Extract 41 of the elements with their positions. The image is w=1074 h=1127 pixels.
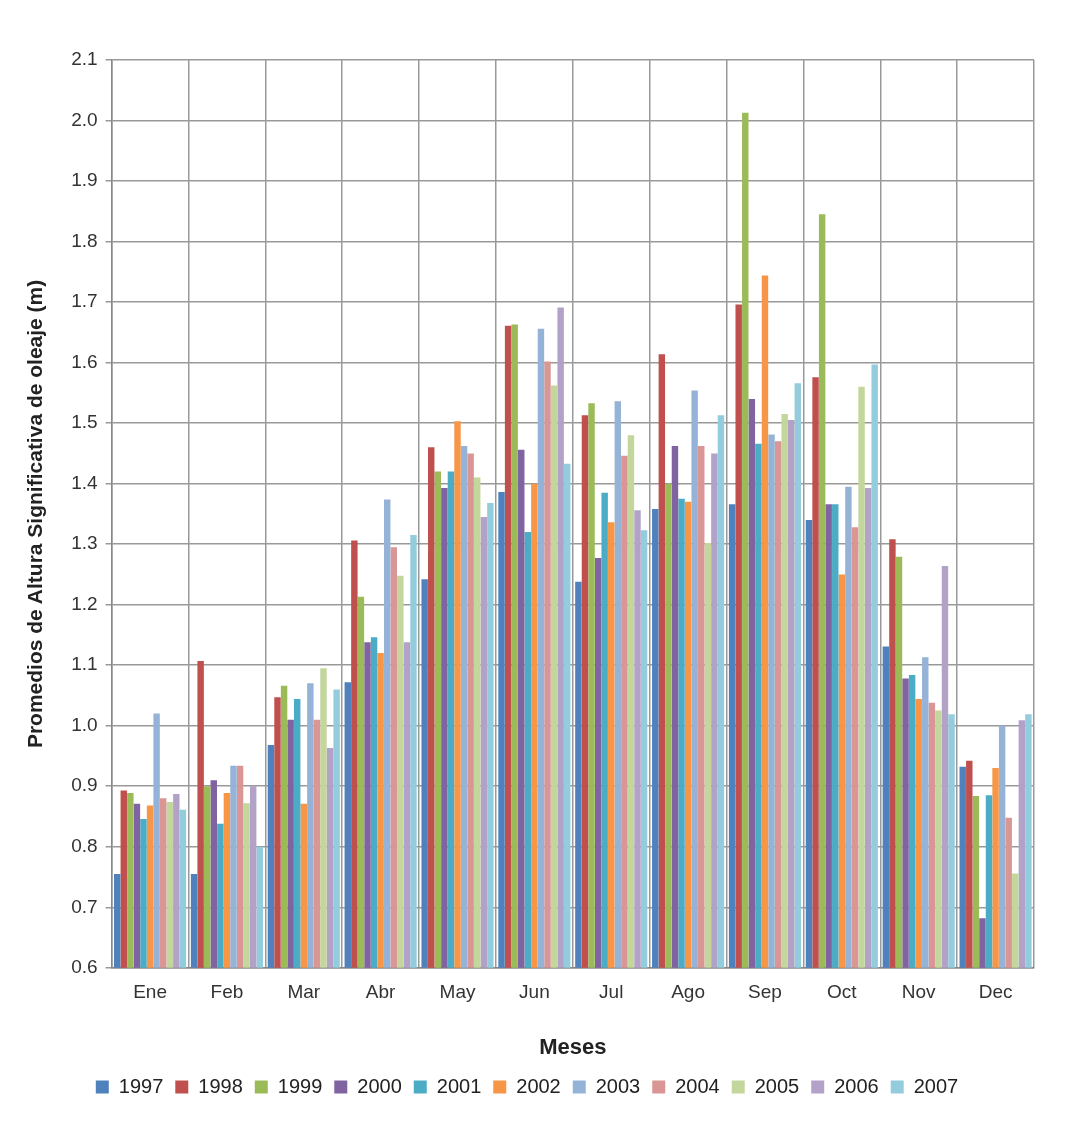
y-axis-title: Promedios de Altura Significativa de oleaje (m) — [23, 279, 47, 749]
y-tick-label: 1.7 — [71, 290, 98, 312]
y-tick-label: 1.3 — [71, 532, 98, 554]
legend-label: 2007 — [913, 1074, 959, 1097]
legend-label: 2006 — [834, 1074, 879, 1097]
x-tick-label: Oct — [827, 981, 858, 1003]
y-tick-label: 0.7 — [71, 895, 98, 917]
legend-label: 2000 — [357, 1074, 402, 1097]
x-tick-label: Sep — [748, 981, 782, 1003]
x-tick-label: Jul — [599, 981, 624, 1003]
legend-label: 2002 — [516, 1074, 561, 1097]
legend-label: 2003 — [595, 1074, 641, 1097]
x-axis-title: Meses — [539, 1033, 607, 1059]
y-tick-label: 1.6 — [71, 350, 98, 372]
y-tick-label: 2.1 — [71, 48, 98, 70]
y-tick-label: 0.9 — [71, 774, 98, 796]
x-tick-label: Ago — [671, 981, 706, 1003]
legend-label: 1997 — [118, 1074, 164, 1097]
y-tick-label: 1.5 — [71, 411, 98, 433]
y-tick-label: 1.4 — [71, 471, 99, 493]
y-tick-label: 1.1 — [71, 653, 98, 675]
x-tick-label: Dec — [978, 981, 1013, 1003]
y-tick-label: 0.6 — [71, 956, 98, 978]
y-tick-label: 1.8 — [71, 229, 98, 251]
x-tick-label: Feb — [210, 981, 244, 1003]
x-tick-label: Mar — [287, 981, 321, 1003]
y-tick-label: 1.0 — [71, 713, 98, 735]
y-tick-label: 2.0 — [71, 108, 98, 130]
x-tick-label: Jun — [519, 981, 550, 1003]
legend-label: 1999 — [277, 1074, 323, 1097]
x-tick-label: Abr — [365, 981, 397, 1003]
legend-label: 2001 — [436, 1074, 482, 1097]
x-tick-label: Nov — [901, 981, 937, 1003]
legend-label: 2005 — [754, 1074, 800, 1097]
y-tick-label: 1.9 — [71, 169, 98, 191]
legend-label: 2004 — [675, 1074, 720, 1097]
legend-label: 1998 — [198, 1074, 243, 1097]
x-tick-label: Ene — [133, 981, 167, 1003]
x-tick-label: May — [439, 981, 476, 1003]
y-tick-label: 0.8 — [71, 834, 98, 856]
y-tick-label: 1.2 — [71, 592, 98, 614]
